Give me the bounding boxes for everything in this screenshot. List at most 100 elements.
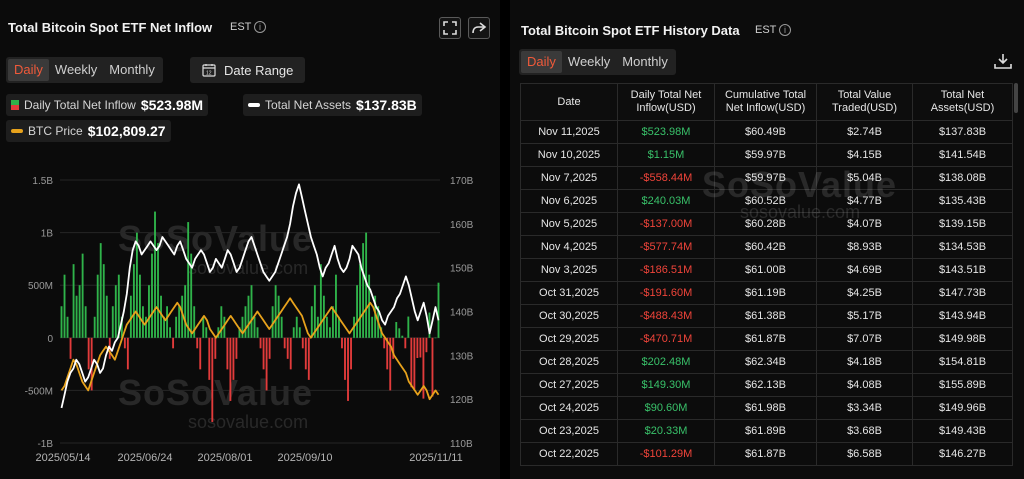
inflow-bar [145, 316, 147, 338]
inflow-bar [268, 337, 271, 359]
legend-btc[interactable]: BTC Price $102,809.27 [6, 120, 171, 142]
cell-cumulative-inflow: $60.42B [714, 235, 817, 259]
col-cumulative-inflow[interactable]: Cumulative Total Net Inflow(USD) [714, 83, 817, 121]
info-icon[interactable]: i [254, 21, 266, 33]
cell-cumulative-inflow: $61.87B [714, 327, 817, 351]
tab-daily[interactable]: Daily [8, 59, 49, 81]
inflow-bar [386, 337, 389, 370]
share-icon[interactable] [468, 17, 490, 39]
svg-text:12: 12 [206, 71, 212, 77]
inflow-bar [163, 316, 165, 338]
tab-monthly[interactable]: Monthly [109, 62, 155, 77]
cell-cumulative-inflow: $61.89B [714, 419, 817, 443]
total-net-assets-line [60, 183, 440, 409]
inflow-bar [226, 337, 229, 370]
inflow-bar [398, 328, 401, 338]
cell-date: Nov 5,2025 [520, 212, 618, 236]
inflow-bar [286, 337, 289, 359]
right-axis-tick-label: 110B [450, 439, 473, 450]
inflow-bar [362, 243, 365, 338]
watermark-url-2: sosovalue.com [188, 412, 309, 432]
table-row[interactable]: Oct 27,2025 $149.30M $62.13B $4.08B $155.89B [520, 373, 1013, 397]
cell-daily-inflow: $90.60M [617, 396, 715, 420]
cell-date: Oct 31,2025 [520, 281, 618, 305]
table-watermark-logo: SoSoValue [702, 164, 898, 205]
inflow-bar [129, 295, 132, 338]
tab-weekly[interactable]: Weekly [54, 62, 98, 77]
table-tab-weekly[interactable]: Weekly [567, 54, 611, 69]
inflow-bar [126, 337, 129, 370]
cell-value-traded: $8.93B [816, 235, 913, 259]
cell-net-assets: $154.81B [912, 350, 1013, 374]
inflow-bar [335, 274, 337, 338]
col-daily-inflow[interactable]: Daily Total Net Inflow(USD) [617, 83, 715, 121]
date-range-button[interactable]: 12 Date Range [190, 57, 306, 83]
col-value-traded[interactable]: Total Value Traded(USD) [816, 83, 913, 121]
cell-net-assets: $135.43B [912, 189, 1013, 213]
cell-net-assets: $149.98B [912, 327, 1013, 351]
inflow-bar [304, 337, 307, 370]
table-row[interactable]: Nov 3,2025 -$186.51M $61.00B $4.69B $143.51B [520, 258, 1013, 282]
cell-date: Nov 3,2025 [520, 258, 618, 282]
cell-value-traded: $3.34B [816, 396, 913, 420]
cell-daily-inflow: -$470.71M [617, 327, 715, 351]
inflow-bar [428, 312, 431, 338]
cell-date: Oct 29,2025 [520, 327, 618, 351]
table-header-row: Date Daily Total Net Inflow(USD) Cumulat… [520, 83, 1013, 121]
inflow-bar [223, 316, 226, 338]
col-net-assets[interactable]: Total Net Assets(USD) [912, 83, 1013, 121]
inflow-bar [75, 295, 78, 338]
table-row[interactable]: Oct 28,2025 $202.48M $62.34B $4.18B $154.81B [520, 350, 1013, 374]
table-row[interactable]: Nov 4,2025 -$577.74M $60.42B $8.93B $134.53B [520, 235, 1013, 259]
table-row[interactable]: Oct 23,2025 $20.33M $61.89B $3.68B $149.43B [520, 419, 1013, 443]
cell-daily-inflow: $1.15M [617, 143, 715, 167]
x-axis-tick-label: 2025/06/24 [117, 452, 172, 464]
inflow-bar [205, 327, 208, 338]
left-axis-tick-label: 1B [41, 229, 54, 240]
inflow-bar [259, 337, 262, 349]
inflow-bar [211, 337, 214, 422]
inflow-bar [178, 306, 181, 338]
inflow-bar [241, 316, 244, 338]
table-title: Total Bitcoin Spot ETF History Data [521, 23, 740, 38]
legend-assets[interactable]: Total Net Assets $137.83B [243, 94, 422, 116]
table-tab-daily[interactable]: Daily [521, 51, 562, 73]
left-axis-tick-label: 500M [28, 281, 53, 292]
cell-date: Nov 11,2025 [520, 120, 618, 144]
table-row[interactable]: Oct 30,2025 -$488.43M $61.38B $5.17B $143.94… [520, 304, 1013, 328]
cell-daily-inflow: $20.33M [617, 419, 715, 443]
inflow-bar [199, 337, 202, 370]
table-scrollbar[interactable] [1014, 83, 1018, 113]
inflow-bar [93, 316, 96, 338]
cell-date: Oct 27,2025 [520, 373, 618, 397]
timezone-label: EST [230, 21, 252, 33]
table-row[interactable]: Nov 11,2025 $523.98M $60.49B $2.74B $137.83B [520, 120, 1013, 144]
col-date[interactable]: Date [520, 83, 618, 121]
fullscreen-icon[interactable] [439, 17, 461, 39]
inflow-bar [232, 337, 235, 380]
inflow-bar [292, 327, 295, 338]
inflow-bar [81, 253, 84, 338]
table-info-icon[interactable]: i [779, 24, 791, 36]
cell-value-traded: $4.08B [816, 373, 913, 397]
download-icon[interactable] [994, 53, 1012, 74]
inflow-bar [401, 335, 404, 338]
cell-value-traded: $4.77B [816, 189, 913, 213]
net-inflow-chart[interactable]: 1.5B 1B 500M 0 -500M -1B 170B 160B 150B 140B 130B 1… [0, 165, 500, 479]
cell-cumulative-inflow: $59.97B [714, 166, 817, 190]
cell-date: Oct 28,2025 [520, 350, 618, 374]
table-row[interactable]: Oct 29,2025 -$470.71M $61.87B $7.07B $149.98… [520, 327, 1013, 351]
table-row[interactable]: Oct 31,2025 -$191.60M $61.19B $4.25B $147.73… [520, 281, 1013, 305]
cell-daily-inflow: -$137.00M [617, 212, 715, 236]
legend-inflow[interactable]: Daily Total Net Inflow $523.98M [6, 94, 209, 116]
inflow-bar [120, 316, 123, 338]
table-tab-monthly[interactable]: Monthly [622, 54, 668, 69]
table-row[interactable]: Oct 24,2025 $90.60M $61.98B $3.34B $149.96B [520, 396, 1013, 420]
legend-assets-value: $137.83B [356, 97, 417, 113]
table-row[interactable]: Nov 7,2025 -$558.44M $59.97B $5.04B $138.08B [520, 166, 1013, 190]
inflow-bar [434, 337, 437, 339]
cell-daily-inflow: $202.48M [617, 350, 715, 374]
cell-net-assets: $138.08B [912, 166, 1013, 190]
table-row[interactable]: Oct 22,2025 -$101.29M $61.87B $6.58B $146.27… [520, 442, 1013, 466]
inflow-bar [410, 337, 413, 388]
